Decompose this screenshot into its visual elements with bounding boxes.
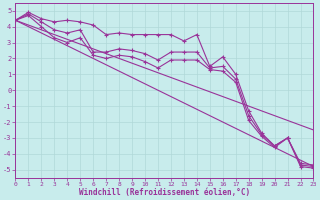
X-axis label: Windchill (Refroidissement éolien,°C): Windchill (Refroidissement éolien,°C) bbox=[79, 188, 250, 197]
